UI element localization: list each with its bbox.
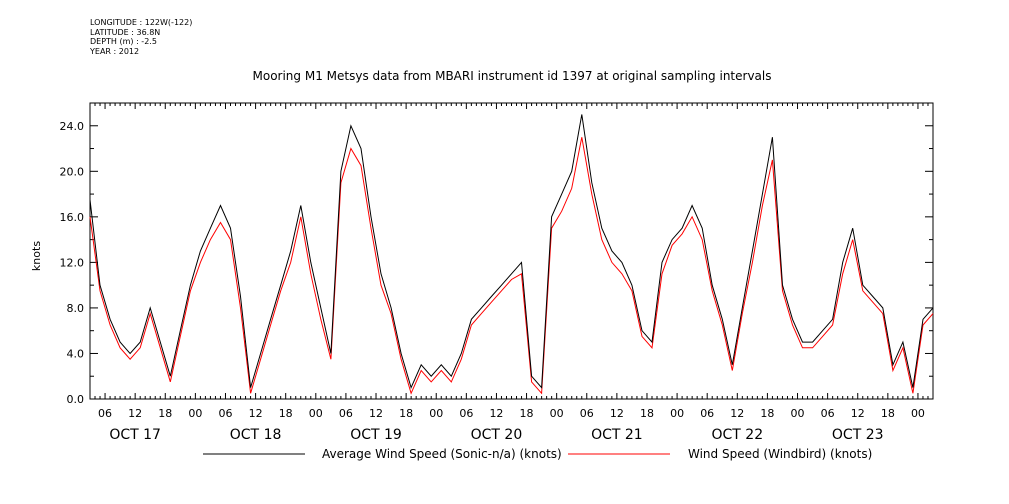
x-hour-label: 18 — [399, 407, 413, 420]
x-hour-label: 00 — [911, 407, 925, 420]
x-day-label: OCT 21 — [591, 427, 643, 443]
x-hour-label: 06 — [700, 407, 714, 420]
x-hour-label: 18 — [640, 407, 654, 420]
x-day-label: OCT 23 — [832, 427, 884, 443]
x-day-label: OCT 20 — [471, 427, 523, 443]
x-hour-label: 00 — [670, 407, 684, 420]
series-line-sonic — [89, 114, 934, 390]
x-hour-label: 12 — [610, 407, 624, 420]
x-hour-label: 12 — [489, 407, 503, 420]
x-hour-label: 18 — [158, 407, 172, 420]
x-hour-label: 12 — [249, 407, 263, 420]
x-day-label: OCT 18 — [230, 427, 282, 443]
axis-ticks — [89, 102, 934, 400]
year-label: YEAR : 2012 — [90, 46, 140, 56]
y-tick-label: 4.0 — [67, 347, 85, 360]
depth-label: DEPTH (m) : -2.5 — [90, 37, 157, 47]
plot-frame — [89, 102, 934, 400]
x-hour-label: 18 — [279, 407, 293, 420]
x-hour-label: 12 — [369, 407, 383, 420]
x-day-label: OCT 22 — [711, 427, 763, 443]
x-day-labels: OCT 17 OCT 18 OCT 19 OCT 20 OCT 21 OCT 22 OCT … — [109, 427, 883, 443]
y-tick-label: 24.0 — [60, 120, 85, 133]
x-hour-label: 00 — [791, 407, 805, 420]
x-hour-label: 12 — [730, 407, 744, 420]
series-group — [89, 114, 934, 395]
x-day-label: OCT 19 — [350, 427, 402, 443]
series-line-windbird — [89, 137, 934, 395]
y-tick-labels: 0.0 4.0 8.0 12.0 16.0 20.0 24.0 — [60, 120, 85, 406]
x-hour-label: 00 — [188, 407, 202, 420]
y-axis-label: knots — [30, 241, 43, 271]
x-hour-label: 12 — [128, 407, 142, 420]
legend: Average Wind Speed (Sonic-n/a) (knots) W… — [203, 447, 872, 461]
x-hour-label: 06 — [459, 407, 473, 420]
y-tick-label: 20.0 — [60, 165, 85, 178]
y-tick-label: 8.0 — [67, 302, 85, 315]
x-hour-label: 18 — [881, 407, 895, 420]
x-hour-label: 06 — [580, 407, 594, 420]
longitude-label: LONGITUDE : 122W(-122) — [90, 18, 193, 27]
x-hour-label: 00 — [550, 407, 564, 420]
station-info: LONGITUDE : 122W(-122) LATITUDE : 36.8N … — [90, 18, 192, 56]
x-hour-labels: 06 12 18 00 06 12 18 00 06 12 18 00 06 12 18 00 06 12 18 00… — [98, 407, 925, 420]
x-hour-label: 18 — [520, 407, 534, 420]
chart-title: Mooring M1 Metsys data from MBARI instru… — [253, 69, 772, 83]
y-tick-label: 16.0 — [60, 211, 85, 224]
latitude-label: LATITUDE : 36.8N — [90, 27, 161, 37]
y-tick-label: 12.0 — [60, 256, 85, 269]
y-tick-label: 0.0 — [67, 393, 85, 406]
x-hour-label: 00 — [309, 407, 323, 420]
x-hour-label: 06 — [821, 407, 835, 420]
x-hour-label: 18 — [760, 407, 774, 420]
legend-label-sonic: Average Wind Speed (Sonic-n/a) (knots) — [322, 447, 562, 461]
legend-label-windbird: Wind Speed (Windbird) (knots) — [688, 447, 872, 461]
x-hour-label: 06 — [339, 407, 353, 420]
x-day-label: OCT 17 — [109, 427, 161, 443]
x-hour-label: 06 — [218, 407, 232, 420]
x-hour-label: 12 — [851, 407, 865, 420]
x-hour-label: 06 — [98, 407, 112, 420]
x-hour-label: 00 — [429, 407, 443, 420]
